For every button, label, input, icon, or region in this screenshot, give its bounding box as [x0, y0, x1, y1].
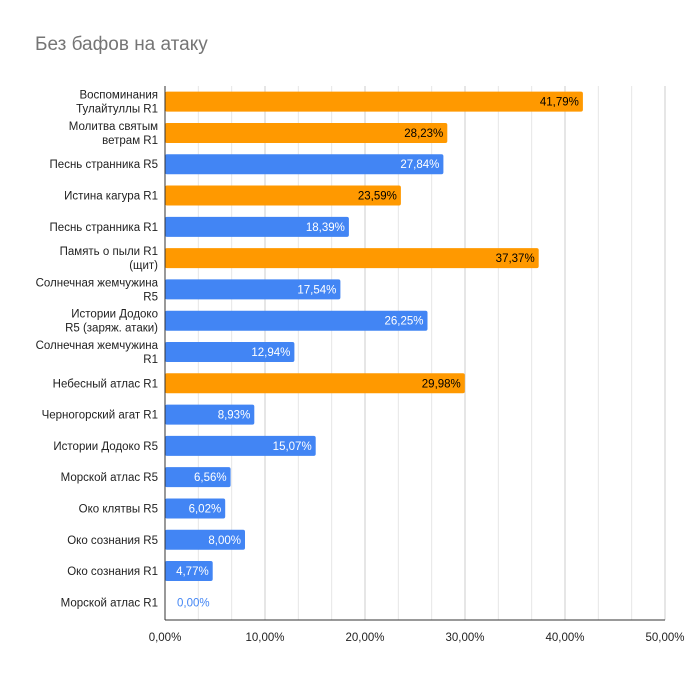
bar [165, 529, 245, 550]
category-label: Око сознания R1 [67, 566, 158, 578]
bar [165, 561, 213, 582]
bar [165, 373, 465, 394]
category-label: Морской атлас R5 [61, 472, 158, 484]
bar [165, 154, 444, 175]
category-label: Солнечная жемчужина [36, 277, 159, 289]
data-label: 8,93% [218, 410, 251, 422]
x-tick-label: 10,00% [245, 632, 284, 644]
category-label: Черногорский агат R1 [42, 410, 158, 422]
data-label: 17,54% [297, 284, 336, 296]
category-label: ветрам R1 [102, 135, 158, 147]
data-label: 8,00% [208, 535, 241, 547]
bar [165, 498, 226, 519]
data-label: 41,79% [540, 97, 579, 109]
category-label: Око клятвы R5 [79, 503, 158, 515]
category-label: Око сознания R5 [67, 535, 158, 547]
x-tick-label: 50,00% [645, 632, 684, 644]
bar [165, 404, 255, 425]
x-tick-label: 0,00% [149, 632, 182, 644]
category-label: Воспоминания [79, 90, 158, 102]
category-label: Тулайтуллы R1 [76, 104, 158, 116]
bar [165, 342, 295, 362]
category-label: Память о пыли R1 [60, 246, 158, 258]
category-label: Морской атлас R1 [61, 597, 158, 609]
x-tick-label: 30,00% [445, 632, 484, 644]
category-label: R1 [143, 354, 158, 366]
category-label: R5 (заряж. атаки) [65, 323, 158, 335]
data-label: 18,39% [306, 222, 345, 234]
data-label: 0,00% [177, 597, 210, 609]
category-label: Небесный атлас R1 [53, 378, 158, 390]
chart-title: Без бафов на атаку [35, 34, 208, 55]
data-label: 6,02% [189, 503, 222, 515]
data-label: 23,59% [358, 191, 397, 203]
category-label: Истина кагура R1 [64, 191, 158, 203]
category-label: (щит) [129, 260, 158, 272]
bar [165, 185, 401, 206]
category-label: Песнь странника R1 [50, 222, 158, 234]
bar [165, 91, 583, 112]
bar [165, 310, 428, 331]
data-label: 27,84% [400, 159, 439, 171]
bar [165, 122, 448, 143]
bar [165, 279, 341, 300]
bar [165, 248, 539, 269]
data-label: 4,77% [176, 566, 209, 578]
category-label: Солнечная жемчужина [36, 340, 159, 352]
category-label: Истории Додоко [71, 309, 158, 321]
category-label: Молитва святым [69, 121, 158, 133]
x-tick-label: 40,00% [545, 632, 584, 644]
bar [165, 467, 231, 488]
data-label: 12,94% [251, 347, 290, 359]
bar [165, 435, 316, 456]
bar [165, 216, 349, 237]
data-label: 26,25% [384, 316, 423, 328]
data-label: 37,37% [496, 253, 535, 265]
data-label: 28,23% [404, 128, 443, 140]
category-label: Истории Додоко R5 [53, 441, 158, 453]
category-label: Песнь странника R5 [50, 159, 158, 171]
data-label: 6,56% [194, 472, 227, 484]
category-label: R5 [143, 291, 158, 303]
x-tick-label: 20,00% [345, 632, 384, 644]
data-label: 15,07% [273, 441, 312, 453]
data-label: 29,98% [422, 378, 461, 390]
